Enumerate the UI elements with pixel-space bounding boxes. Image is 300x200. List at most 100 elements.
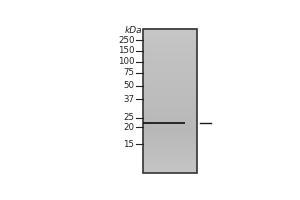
Text: 20: 20: [124, 123, 134, 132]
Bar: [143, 170, 197, 171]
Bar: [143, 141, 197, 142]
Bar: [143, 29, 197, 30]
Bar: [143, 90, 197, 91]
Bar: [143, 38, 197, 39]
Bar: [143, 39, 197, 40]
Text: 15: 15: [124, 140, 134, 149]
Bar: [143, 142, 197, 143]
Bar: [143, 126, 197, 127]
Bar: [143, 168, 197, 169]
Bar: [143, 125, 197, 126]
Bar: [143, 48, 197, 49]
Bar: [143, 30, 197, 31]
Bar: [143, 47, 197, 48]
Bar: [143, 114, 197, 115]
Bar: [143, 171, 197, 172]
Text: 100: 100: [118, 57, 134, 66]
Bar: [143, 91, 197, 92]
Bar: [143, 155, 197, 156]
Bar: [143, 138, 197, 139]
Bar: [143, 114, 197, 115]
Bar: [143, 84, 197, 85]
Bar: [143, 112, 197, 113]
Bar: [143, 82, 197, 83]
Bar: [143, 33, 197, 34]
Bar: [143, 42, 197, 43]
Bar: [143, 29, 197, 173]
Bar: [143, 53, 197, 54]
Bar: [143, 67, 197, 68]
Bar: [143, 154, 197, 155]
Bar: [143, 32, 197, 33]
Bar: [143, 167, 197, 168]
Bar: [143, 164, 197, 165]
Bar: [143, 41, 197, 42]
Bar: [143, 148, 197, 149]
Text: 37: 37: [124, 95, 134, 104]
Bar: [143, 96, 197, 97]
Text: 75: 75: [124, 68, 134, 77]
Bar: [143, 119, 197, 120]
Bar: [143, 108, 197, 109]
Bar: [143, 70, 197, 71]
Bar: [143, 29, 197, 30]
Bar: [143, 83, 197, 84]
Bar: [143, 56, 197, 57]
Bar: [143, 124, 197, 125]
Bar: [143, 159, 197, 160]
Bar: [143, 56, 197, 57]
Text: 150: 150: [118, 46, 134, 55]
Bar: [143, 72, 197, 73]
Bar: [143, 100, 197, 101]
Bar: [143, 158, 197, 159]
Bar: [143, 166, 197, 167]
Bar: [143, 101, 197, 102]
Bar: [143, 112, 197, 113]
Bar: [143, 135, 197, 136]
Text: 25: 25: [124, 113, 134, 122]
Bar: [143, 51, 197, 52]
Bar: [143, 36, 197, 37]
Bar: [143, 134, 197, 135]
Bar: [143, 28, 197, 29]
Bar: [143, 86, 197, 87]
Bar: [143, 116, 197, 117]
Bar: [143, 172, 197, 173]
Bar: [143, 37, 197, 38]
Bar: [143, 132, 197, 133]
Bar: [143, 123, 197, 124]
Bar: [143, 49, 197, 50]
Bar: [143, 99, 197, 100]
Bar: [143, 110, 197, 111]
Bar: [143, 62, 197, 63]
Bar: [143, 31, 197, 32]
Bar: [143, 103, 197, 104]
Text: 50: 50: [124, 81, 134, 90]
Bar: [143, 71, 197, 72]
Bar: [143, 42, 197, 43]
Bar: [143, 93, 197, 94]
Bar: [143, 63, 197, 64]
Bar: [143, 169, 197, 170]
Bar: [143, 30, 197, 31]
Bar: [143, 44, 197, 45]
Bar: [143, 57, 197, 58]
Bar: [143, 122, 185, 124]
Bar: [143, 52, 197, 53]
Text: kDa: kDa: [124, 26, 142, 35]
Bar: [143, 104, 197, 105]
Bar: [143, 128, 197, 129]
Bar: [143, 72, 197, 73]
Bar: [143, 57, 197, 58]
Bar: [143, 65, 197, 66]
Bar: [143, 92, 197, 93]
Bar: [143, 154, 197, 155]
Bar: [143, 97, 197, 98]
Bar: [143, 139, 197, 140]
Bar: [143, 124, 197, 125]
Bar: [143, 121, 197, 122]
Bar: [143, 59, 197, 60]
Bar: [143, 85, 197, 86]
Bar: [143, 89, 197, 90]
Bar: [143, 141, 197, 142]
